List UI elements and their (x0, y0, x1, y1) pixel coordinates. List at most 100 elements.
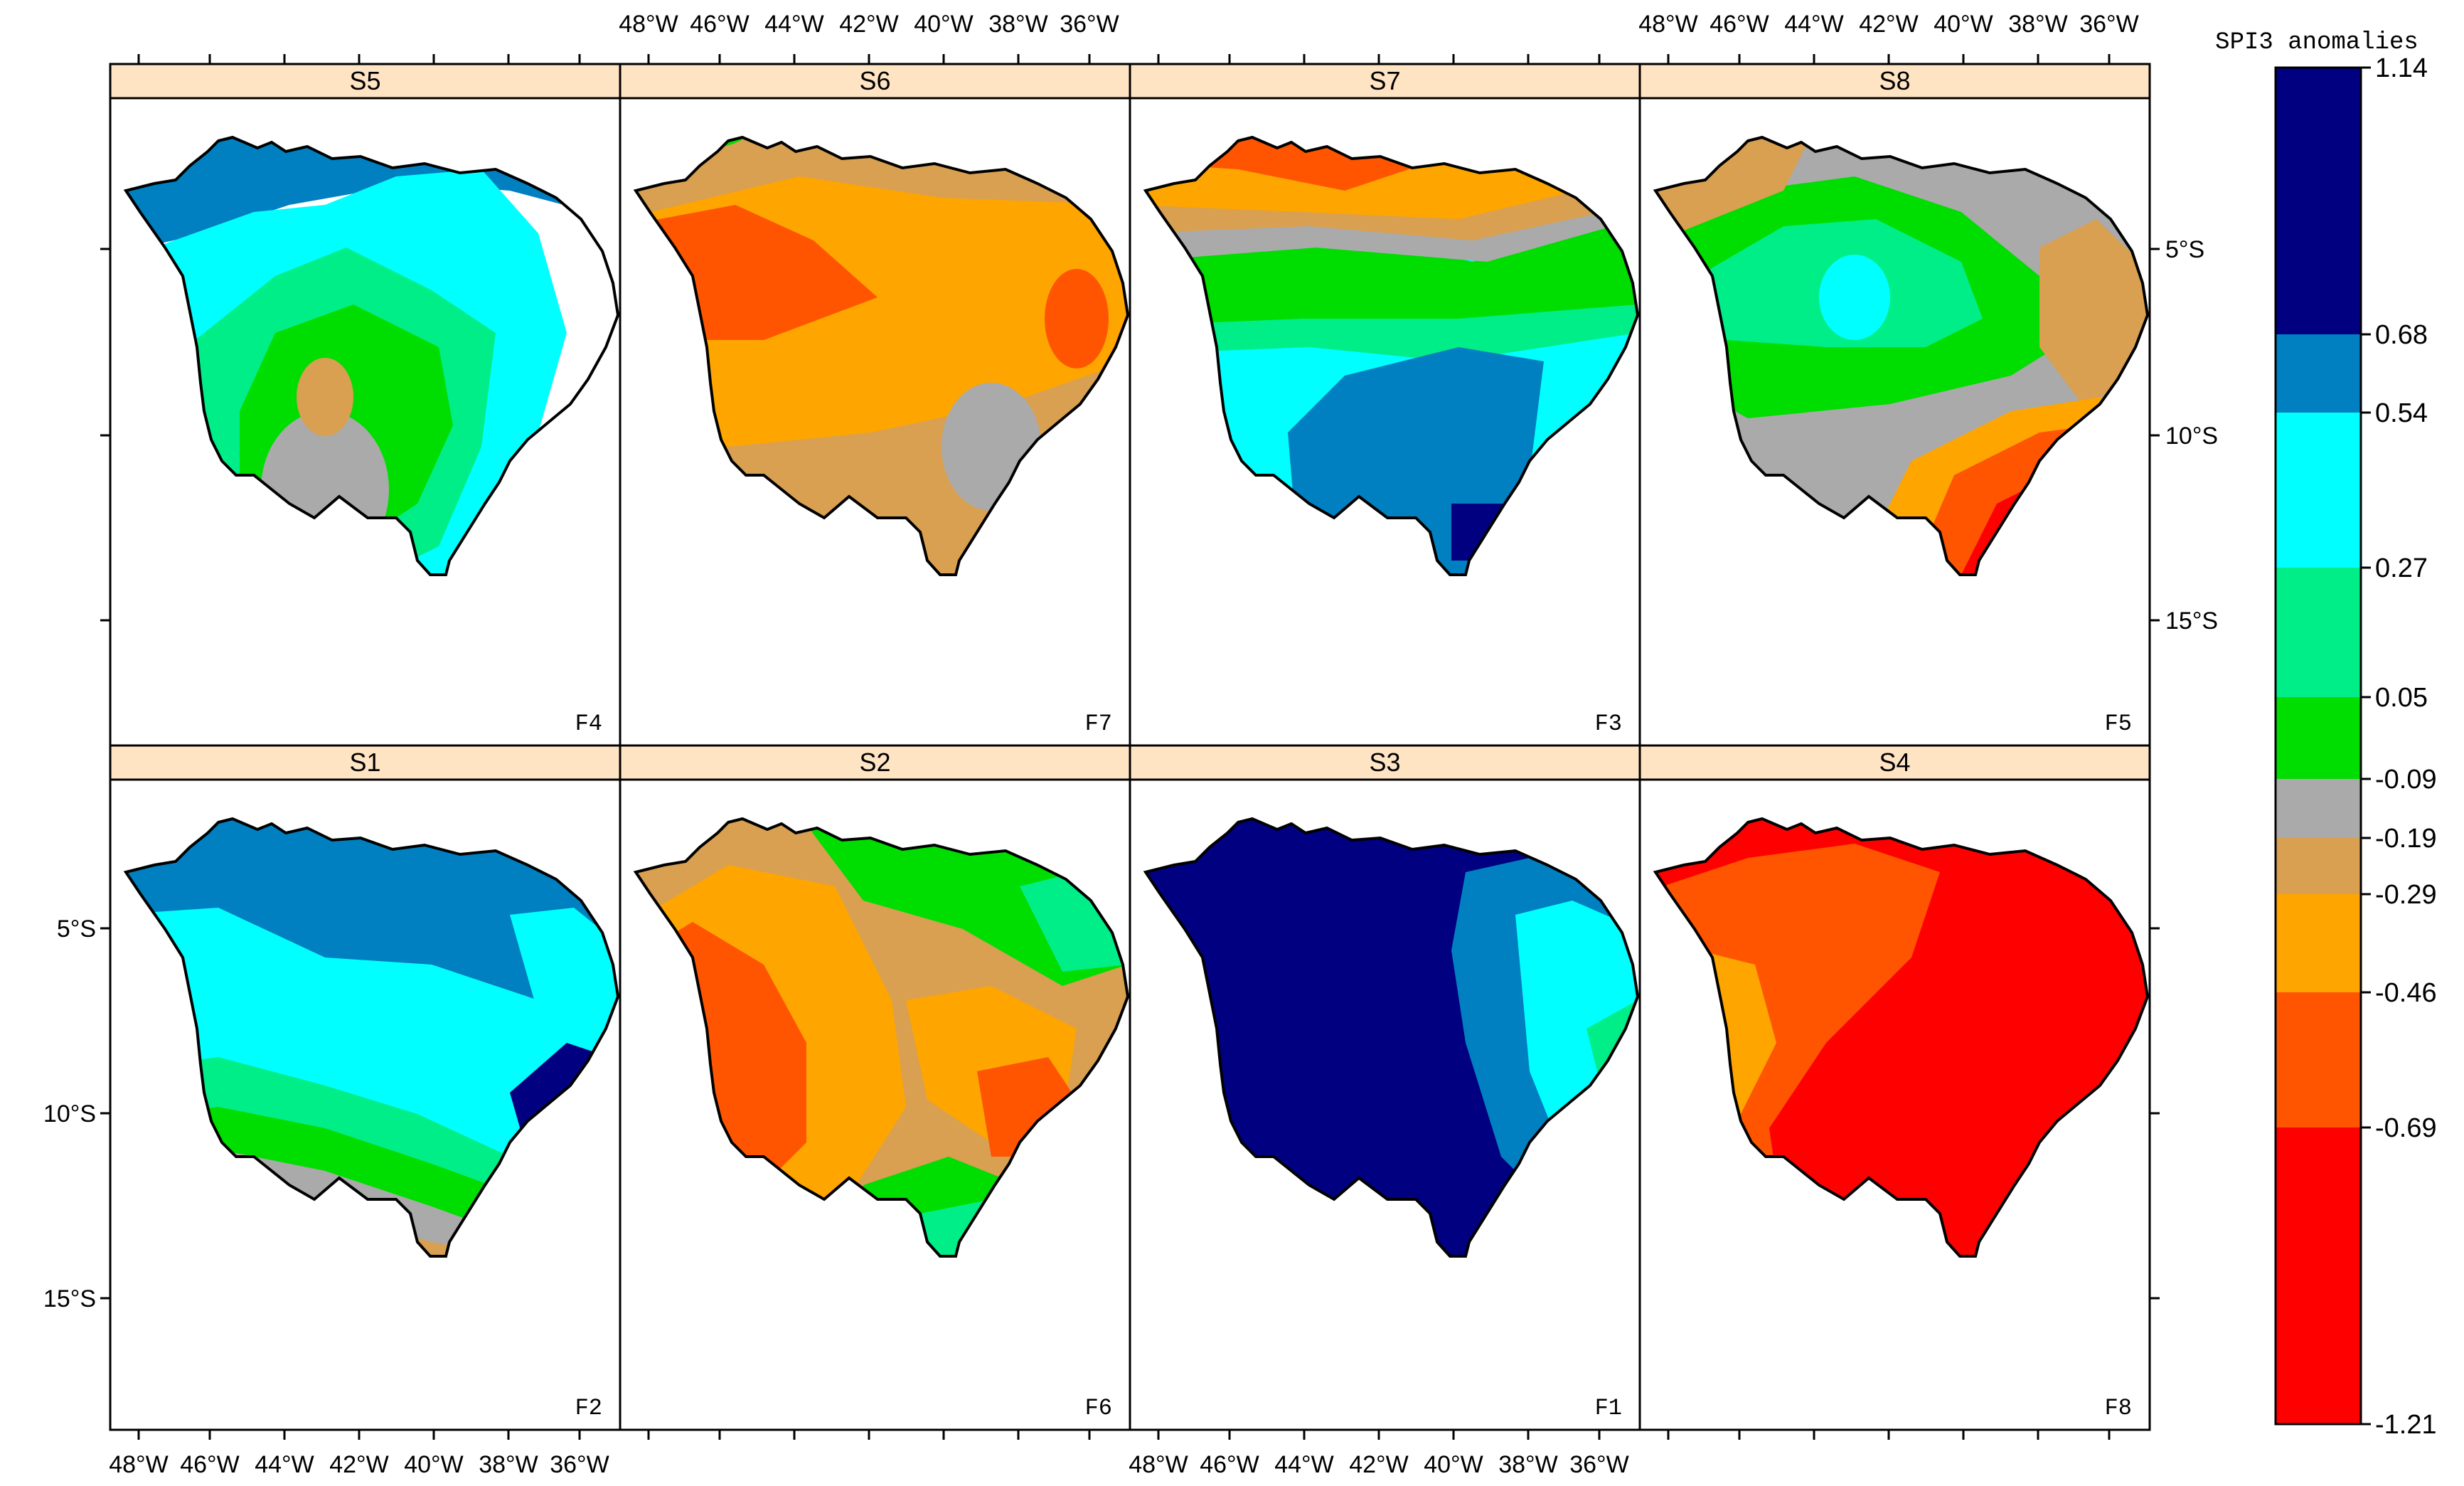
legend-break-label: 0.54 (2375, 398, 2428, 428)
legend-swatch (2276, 568, 2361, 697)
anomaly-zone (1045, 269, 1109, 368)
anomaly-field (636, 137, 1128, 575)
panel-strip (619, 63, 1131, 100)
left-lat-label: 5°S (57, 916, 96, 943)
legend-break-label: -0.46 (2375, 978, 2437, 1008)
bottom-lon-label: 46°W (1200, 1451, 1259, 1478)
legend-break-label: 0.68 (2375, 320, 2428, 350)
legend-swatch (2276, 992, 2361, 1127)
panel-strip (109, 63, 622, 100)
bottom-lon-label: 38°W (479, 1451, 538, 1478)
bottom-lon-label: 44°W (1274, 1451, 1334, 1478)
legend-swatch (2276, 334, 2361, 413)
panel-s3: S3 F1 (1129, 744, 1641, 1431)
panel-strip-label: S7 (1369, 66, 1400, 95)
right-lat-label: 15°S (2165, 607, 2218, 635)
top-lon-label: 42°W (839, 11, 899, 38)
legend-swatch (2276, 779, 2361, 838)
bottom-lon-label: 36°W (550, 1451, 609, 1478)
panel-code-label: F6 (1085, 1395, 1112, 1421)
anomaly-field (1146, 137, 1638, 575)
panel-strip-label: S6 (859, 66, 890, 95)
legend-swatch (2276, 1127, 2361, 1424)
panel-strip (1129, 63, 1641, 100)
top-lon-label: 42°W (1859, 11, 1919, 38)
top-lon-label: 48°W (1638, 11, 1698, 38)
legend-swatch (2276, 697, 2361, 779)
legend-break-label: -1.21 (2375, 1410, 2437, 1440)
panel-code-label: F1 (1595, 1395, 1622, 1421)
region-map (1654, 136, 2149, 576)
region-map (1144, 136, 1639, 576)
bottom-lon-label: 40°W (1424, 1451, 1483, 1478)
panel-strip (1638, 63, 2151, 100)
right-lat-label: 5°S (2165, 236, 2204, 263)
legend-title: SPI3 anomalies (2215, 29, 2418, 56)
top-lon-label: 46°W (1710, 11, 1769, 38)
top-lon-label: 48°W (619, 11, 678, 38)
anomaly-field (1655, 137, 2148, 575)
panel-s6: S6 F7 (619, 63, 1131, 747)
legend-swatch (2276, 413, 2361, 568)
panel-s5: S5 F4 (109, 63, 622, 747)
bottom-lon-label: 44°W (255, 1451, 314, 1478)
legend-break-label: 1.14 (2375, 53, 2428, 83)
top-lon-label: 36°W (1060, 11, 1119, 38)
panel-strip-label: S1 (349, 748, 380, 777)
anomaly-zone (297, 358, 353, 436)
top-lon-label: 38°W (2008, 11, 2068, 38)
panel-strip-label: S5 (349, 66, 380, 95)
panel-code-label: F5 (2105, 711, 2132, 737)
legend-swatch (2276, 894, 2361, 992)
panel-strip (1129, 744, 1641, 781)
panel-strip-label: S4 (1879, 748, 1910, 777)
legend-break-label: 0.27 (2375, 553, 2428, 583)
bottom-lon-label: 42°W (329, 1451, 389, 1478)
legend-swatch (2276, 68, 2361, 334)
top-lon-label: 36°W (2079, 11, 2139, 38)
bottom-lon-label: 36°W (1569, 1451, 1629, 1478)
top-lon-label: 38°W (988, 11, 1048, 38)
panel-code-label: F2 (575, 1395, 602, 1421)
panel-strip (109, 744, 622, 781)
anomaly-zone (2039, 219, 2148, 404)
bottom-lon-label: 46°W (180, 1451, 240, 1478)
anomaly-field (1655, 819, 2148, 1256)
left-lat-label: 10°S (43, 1100, 96, 1127)
legend-break-label: -0.09 (2375, 765, 2437, 795)
anomaly-zone (1819, 255, 1890, 340)
bottom-lon-label: 42°W (1349, 1451, 1409, 1478)
legend-break-label: -0.69 (2375, 1113, 2437, 1143)
anomaly-zone (1146, 137, 1451, 191)
panel-strip-label: S3 (1369, 748, 1400, 777)
legend-break-label: -0.19 (2375, 824, 2437, 854)
right-lat-label: 10°S (2165, 423, 2218, 450)
panel-code-label: F7 (1085, 711, 1112, 737)
left-lat-label: 15°S (43, 1285, 96, 1312)
panel-s4: S4 F8 (1638, 744, 2151, 1431)
panel-code-label: F4 (575, 711, 602, 737)
panel-strip-label: S8 (1879, 66, 1910, 95)
top-lon-label: 44°W (1784, 11, 1844, 38)
legend-frame (2274, 66, 2362, 1426)
panel-code-label: F8 (2105, 1395, 2132, 1421)
anomaly-zone (510, 908, 618, 1057)
legend-swatch (2276, 838, 2361, 894)
top-lon-label: 40°W (914, 11, 974, 38)
panel-s1: S1 F2 (109, 744, 622, 1431)
panel-s2: S2 F6 (619, 744, 1131, 1431)
top-lon-label: 46°W (690, 11, 750, 38)
legend-break-label: -0.29 (2375, 880, 2437, 910)
region-map (1654, 817, 2149, 1258)
panel-s8: S8 F5 (1638, 63, 2151, 747)
bottom-lon-label: 48°W (109, 1451, 169, 1478)
top-lon-label: 44°W (764, 11, 824, 38)
region-map (634, 136, 1129, 576)
panel-strip-label: S2 (859, 748, 890, 777)
bottom-lon-label: 38°W (1498, 1451, 1558, 1478)
panel-s7: S7 F3 (1129, 63, 1641, 747)
bottom-lon-label: 40°W (404, 1451, 464, 1478)
top-lon-label: 40°W (1934, 11, 1993, 38)
legend-break-label: 0.05 (2375, 683, 2428, 713)
